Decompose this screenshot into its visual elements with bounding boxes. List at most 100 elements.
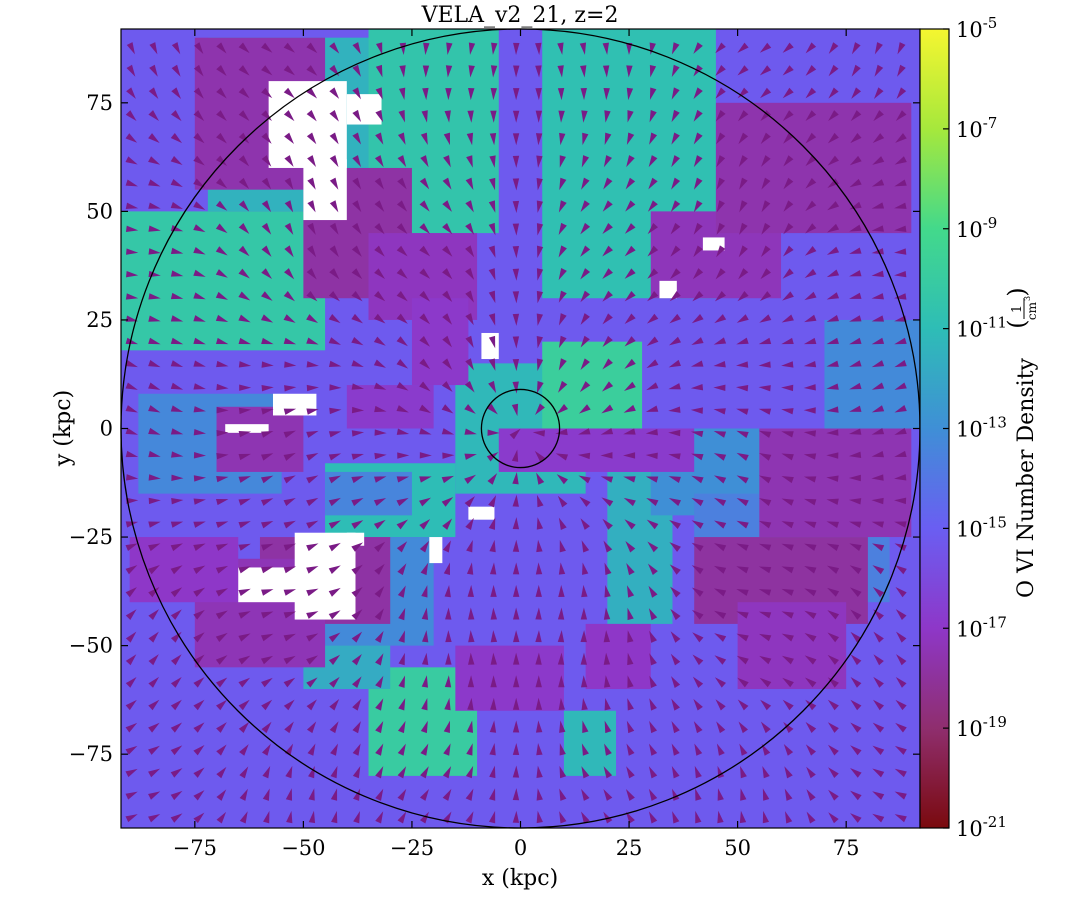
- velocity-arrow: [871, 337, 885, 345]
- velocity-arrow: [559, 539, 566, 553]
- velocity-arrow: [464, 496, 475, 508]
- velocity-arrow: [374, 429, 387, 436]
- velocity-arrow: [849, 315, 862, 322]
- velocity-arrow: [758, 361, 771, 368]
- velocity-arrow: [871, 382, 885, 390]
- velocity-arrow: [513, 42, 520, 55]
- velocity-arrow: [261, 633, 274, 642]
- velocity-arrow: [649, 675, 657, 688]
- velocity-arrow: [419, 518, 431, 530]
- velocity-arrow: [626, 132, 635, 145]
- velocity-arrow: [125, 587, 137, 598]
- velocity-arrow: [512, 358, 520, 372]
- velocity-arrow: [125, 722, 138, 733]
- velocity-arrow: [171, 87, 182, 99]
- velocity-arrow: [603, 652, 611, 665]
- velocity-arrow: [647, 245, 659, 257]
- velocity-arrow: [193, 292, 206, 300]
- velocity-arrow: [759, 314, 772, 323]
- velocity-arrow: [581, 788, 590, 801]
- velocity-arrow: [193, 790, 205, 801]
- density-region: [346, 385, 434, 429]
- velocity-arrow: [284, 385, 297, 392]
- velocity-arrow: [148, 474, 161, 481]
- velocity-arrow: [422, 65, 430, 78]
- velocity-arrow: [716, 743, 725, 756]
- velocity-arrow: [306, 655, 318, 665]
- velocity-arrow: [238, 699, 250, 711]
- velocity-arrow: [872, 745, 885, 755]
- velocity-arrow: [283, 699, 295, 711]
- velocity-arrow: [559, 720, 566, 733]
- velocity-arrow: [419, 313, 431, 325]
- velocity-arrow: [216, 429, 229, 437]
- velocity-arrow: [329, 42, 340, 54]
- velocity-arrow: [669, 520, 682, 530]
- velocity-arrow: [826, 452, 839, 459]
- velocity-arrow: [783, 132, 794, 144]
- velocity-arrow: [283, 677, 296, 688]
- velocity-arrow: [171, 64, 181, 77]
- velocity-arrow: [306, 42, 318, 54]
- velocity-arrow: [827, 610, 840, 620]
- velocity-arrow: [577, 452, 591, 460]
- velocity-arrow: [691, 497, 704, 507]
- velocity-arrow: [193, 360, 206, 367]
- velocity-arrow: [735, 385, 749, 392]
- velocity-arrow: [781, 453, 794, 461]
- velocity-arrow: [512, 110, 520, 123]
- velocity-arrow: [536, 336, 543, 349]
- velocity-arrow: [849, 382, 862, 390]
- velocity-arrow: [397, 811, 407, 824]
- velocity-arrow: [216, 42, 227, 54]
- velocity-arrow: [512, 584, 520, 597]
- velocity-arrow: [603, 177, 613, 190]
- velocity-arrow: [467, 110, 474, 123]
- velocity-arrow: [351, 313, 364, 324]
- chart-title: VELA_v2_21, z=2: [421, 3, 619, 28]
- velocity-arrow: [351, 586, 363, 598]
- velocity-arrow: [125, 133, 138, 143]
- velocity-arrow: [691, 587, 704, 597]
- velocity-arrow: [850, 722, 862, 733]
- velocity-arrow: [714, 497, 727, 507]
- velocity-arrow: [760, 268, 771, 280]
- velocity-arrow: [374, 563, 385, 575]
- velocity-arrow: [375, 653, 384, 666]
- velocity-arrow: [373, 498, 387, 507]
- velocity-arrow: [216, 452, 229, 460]
- velocity-arrow: [193, 452, 207, 459]
- velocity-arrow: [330, 788, 338, 801]
- velocity-arrow: [669, 291, 681, 302]
- velocity-arrow: [284, 361, 297, 368]
- velocity-arrow: [693, 177, 703, 190]
- velocity-arrow: [896, 631, 907, 643]
- velocity-arrow: [803, 337, 817, 345]
- velocity-arrow: [559, 155, 566, 168]
- velocity-arrow: [283, 337, 297, 345]
- velocity-arrow: [805, 744, 816, 756]
- velocity-arrow: [623, 428, 636, 435]
- velocity-arrow: [803, 360, 817, 368]
- velocity-arrow: [691, 313, 704, 324]
- velocity-arrow: [261, 430, 274, 438]
- velocity-arrow: [828, 87, 839, 99]
- velocity-arrow: [624, 290, 636, 302]
- velocity-arrow: [758, 520, 772, 529]
- velocity-arrow: [602, 313, 613, 325]
- velocity-arrow: [216, 87, 227, 99]
- velocity-arrow: [284, 200, 294, 213]
- velocity-arrow: [781, 475, 794, 484]
- velocity-arrow: [716, 721, 726, 734]
- velocity-arrow: [329, 177, 339, 190]
- velocity-arrow: [558, 380, 568, 393]
- velocity-arrow: [671, 132, 680, 145]
- velocity-arrow: [602, 290, 613, 302]
- velocity-arrow: [283, 452, 296, 461]
- velocity-arrow: [126, 497, 139, 505]
- velocity-arrow: [125, 521, 139, 528]
- velocity-arrow: [581, 766, 590, 779]
- velocity-arrow: [238, 200, 250, 212]
- velocity-arrow: [894, 382, 907, 390]
- velocity-arrow: [536, 178, 543, 191]
